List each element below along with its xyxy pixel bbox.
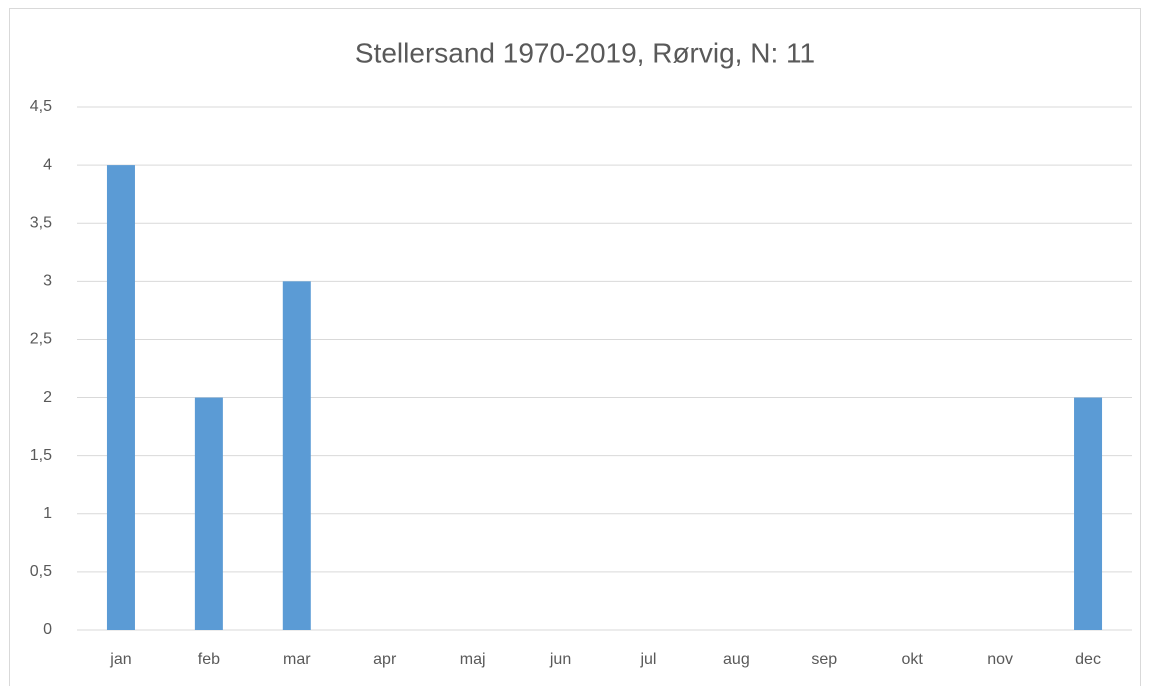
bar (1074, 397, 1103, 630)
y-tick-label: 4 (43, 156, 52, 173)
x-tick-label: okt (902, 651, 924, 668)
y-tick-label: 3 (43, 273, 52, 290)
x-tick-label: dec (1075, 651, 1101, 668)
y-tick-label: 3,5 (30, 214, 52, 231)
x-tick-label: jan (109, 651, 131, 668)
y-tick-label: 4,5 (30, 98, 52, 115)
chart-title: Stellersand 1970-2019, Rørvig, N: 11 (355, 37, 815, 68)
y-tick-label: 0 (43, 621, 52, 638)
chart-border (9, 8, 1141, 686)
y-tick-label: 1,5 (30, 447, 52, 464)
bar (282, 281, 311, 630)
x-tick-label: sep (811, 651, 837, 668)
x-tick-label: jul (639, 651, 656, 668)
y-tick-label: 2,5 (30, 331, 52, 348)
y-tick-label: 2 (43, 389, 52, 406)
x-tick-label: aug (723, 651, 750, 668)
x-tick-label: apr (373, 651, 397, 668)
y-tick-label: 1 (43, 505, 52, 522)
x-tick-label: jun (549, 651, 571, 668)
y-tick-label: 0,5 (30, 563, 52, 580)
bar (194, 397, 223, 630)
x-tick-label: mar (283, 651, 311, 668)
x-tick-label: nov (987, 651, 1013, 668)
x-tick-label: feb (198, 651, 220, 668)
bar (106, 165, 135, 630)
x-tick-label: maj (460, 651, 486, 668)
